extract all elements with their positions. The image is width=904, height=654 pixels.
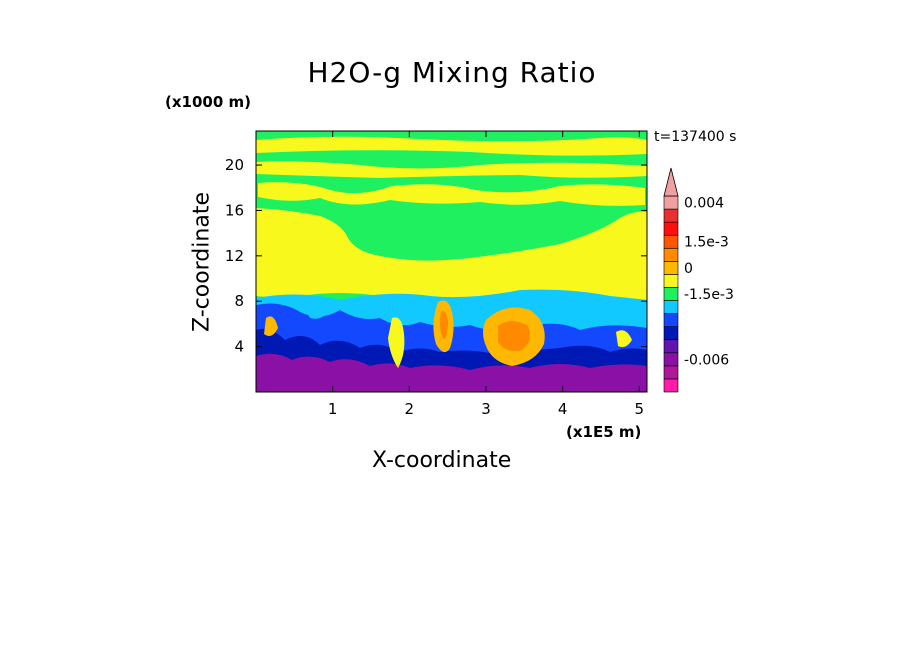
colorbar-swatch	[663, 247, 679, 262]
plume-1-core	[440, 311, 448, 340]
colorbar-swatch	[663, 339, 679, 354]
y-axis-label: Z-coordinate	[189, 192, 215, 332]
x-tick-label: 5	[635, 400, 645, 418]
colorbar-swatch	[663, 365, 679, 380]
colorbar-label: 0	[684, 261, 693, 277]
colorbar-swatch	[663, 195, 679, 210]
green-patch-2	[360, 208, 385, 216]
x-tick-label: 3	[481, 400, 491, 418]
plume-4	[264, 316, 278, 336]
plot-frame	[255, 130, 648, 393]
colorbar-swatch	[663, 274, 679, 288]
yellow-tail	[350, 246, 560, 292]
colorbar-swatch	[663, 313, 679, 327]
y-axis-unit: (x1000 m)	[165, 93, 251, 111]
time-label: t=137400 s	[654, 129, 737, 145]
colorbar: 0.004 1.5e-3 0 -1.5e-3 -0.006	[663, 167, 734, 393]
plume-5	[616, 330, 632, 348]
colorbar-swatch	[663, 326, 679, 341]
colorbar-label: 1.5e-3	[684, 235, 729, 251]
cyan-blob-2	[560, 299, 600, 319]
contour-fields	[256, 131, 647, 392]
colorbar-swatch	[663, 234, 679, 249]
colorbar-extend-arrow	[663, 167, 679, 197]
y-ticks: 4 8 12 16 20	[225, 156, 647, 356]
colorbar-swatch	[663, 208, 679, 223]
green-patch-1	[500, 230, 520, 237]
purple-base	[256, 353, 647, 392]
colorbar-label: -0.006	[684, 352, 729, 368]
colorbar-swatch	[663, 300, 679, 314]
colorbar-swatch	[663, 221, 679, 236]
upper-band-1	[256, 136, 647, 156]
y-tick-label: 4	[234, 338, 244, 356]
plume-3	[388, 317, 405, 368]
x-tick-label: 2	[405, 400, 415, 418]
colorbar-label: -1.5e-3	[684, 287, 734, 303]
x-tick-label: 4	[558, 400, 568, 418]
cyan-blob-1	[300, 296, 332, 319]
plume-2-core	[498, 321, 530, 351]
x-ticks: 1 2 3 4 5	[328, 131, 644, 418]
upper-band-3	[258, 182, 645, 206]
colorbar-swatch	[663, 287, 679, 301]
chart-title: H2O-g Mixing Ratio	[307, 56, 597, 89]
colorbar-swatch	[663, 378, 679, 393]
colorbar-swatch	[663, 261, 679, 275]
x-tick-label: 1	[328, 400, 338, 418]
y-tick-label: 8	[234, 292, 244, 310]
colorbar-swatch	[663, 352, 679, 367]
colorbar-label: 0.004	[684, 196, 724, 212]
y-tick-label: 12	[225, 247, 244, 265]
upper-band-2	[256, 161, 647, 178]
y-tick-label: 20	[225, 156, 244, 174]
x-axis-label: X-coordinate	[372, 448, 512, 473]
x-axis-unit: (x1E5 m)	[566, 423, 642, 441]
y-tick-label: 16	[225, 201, 244, 219]
